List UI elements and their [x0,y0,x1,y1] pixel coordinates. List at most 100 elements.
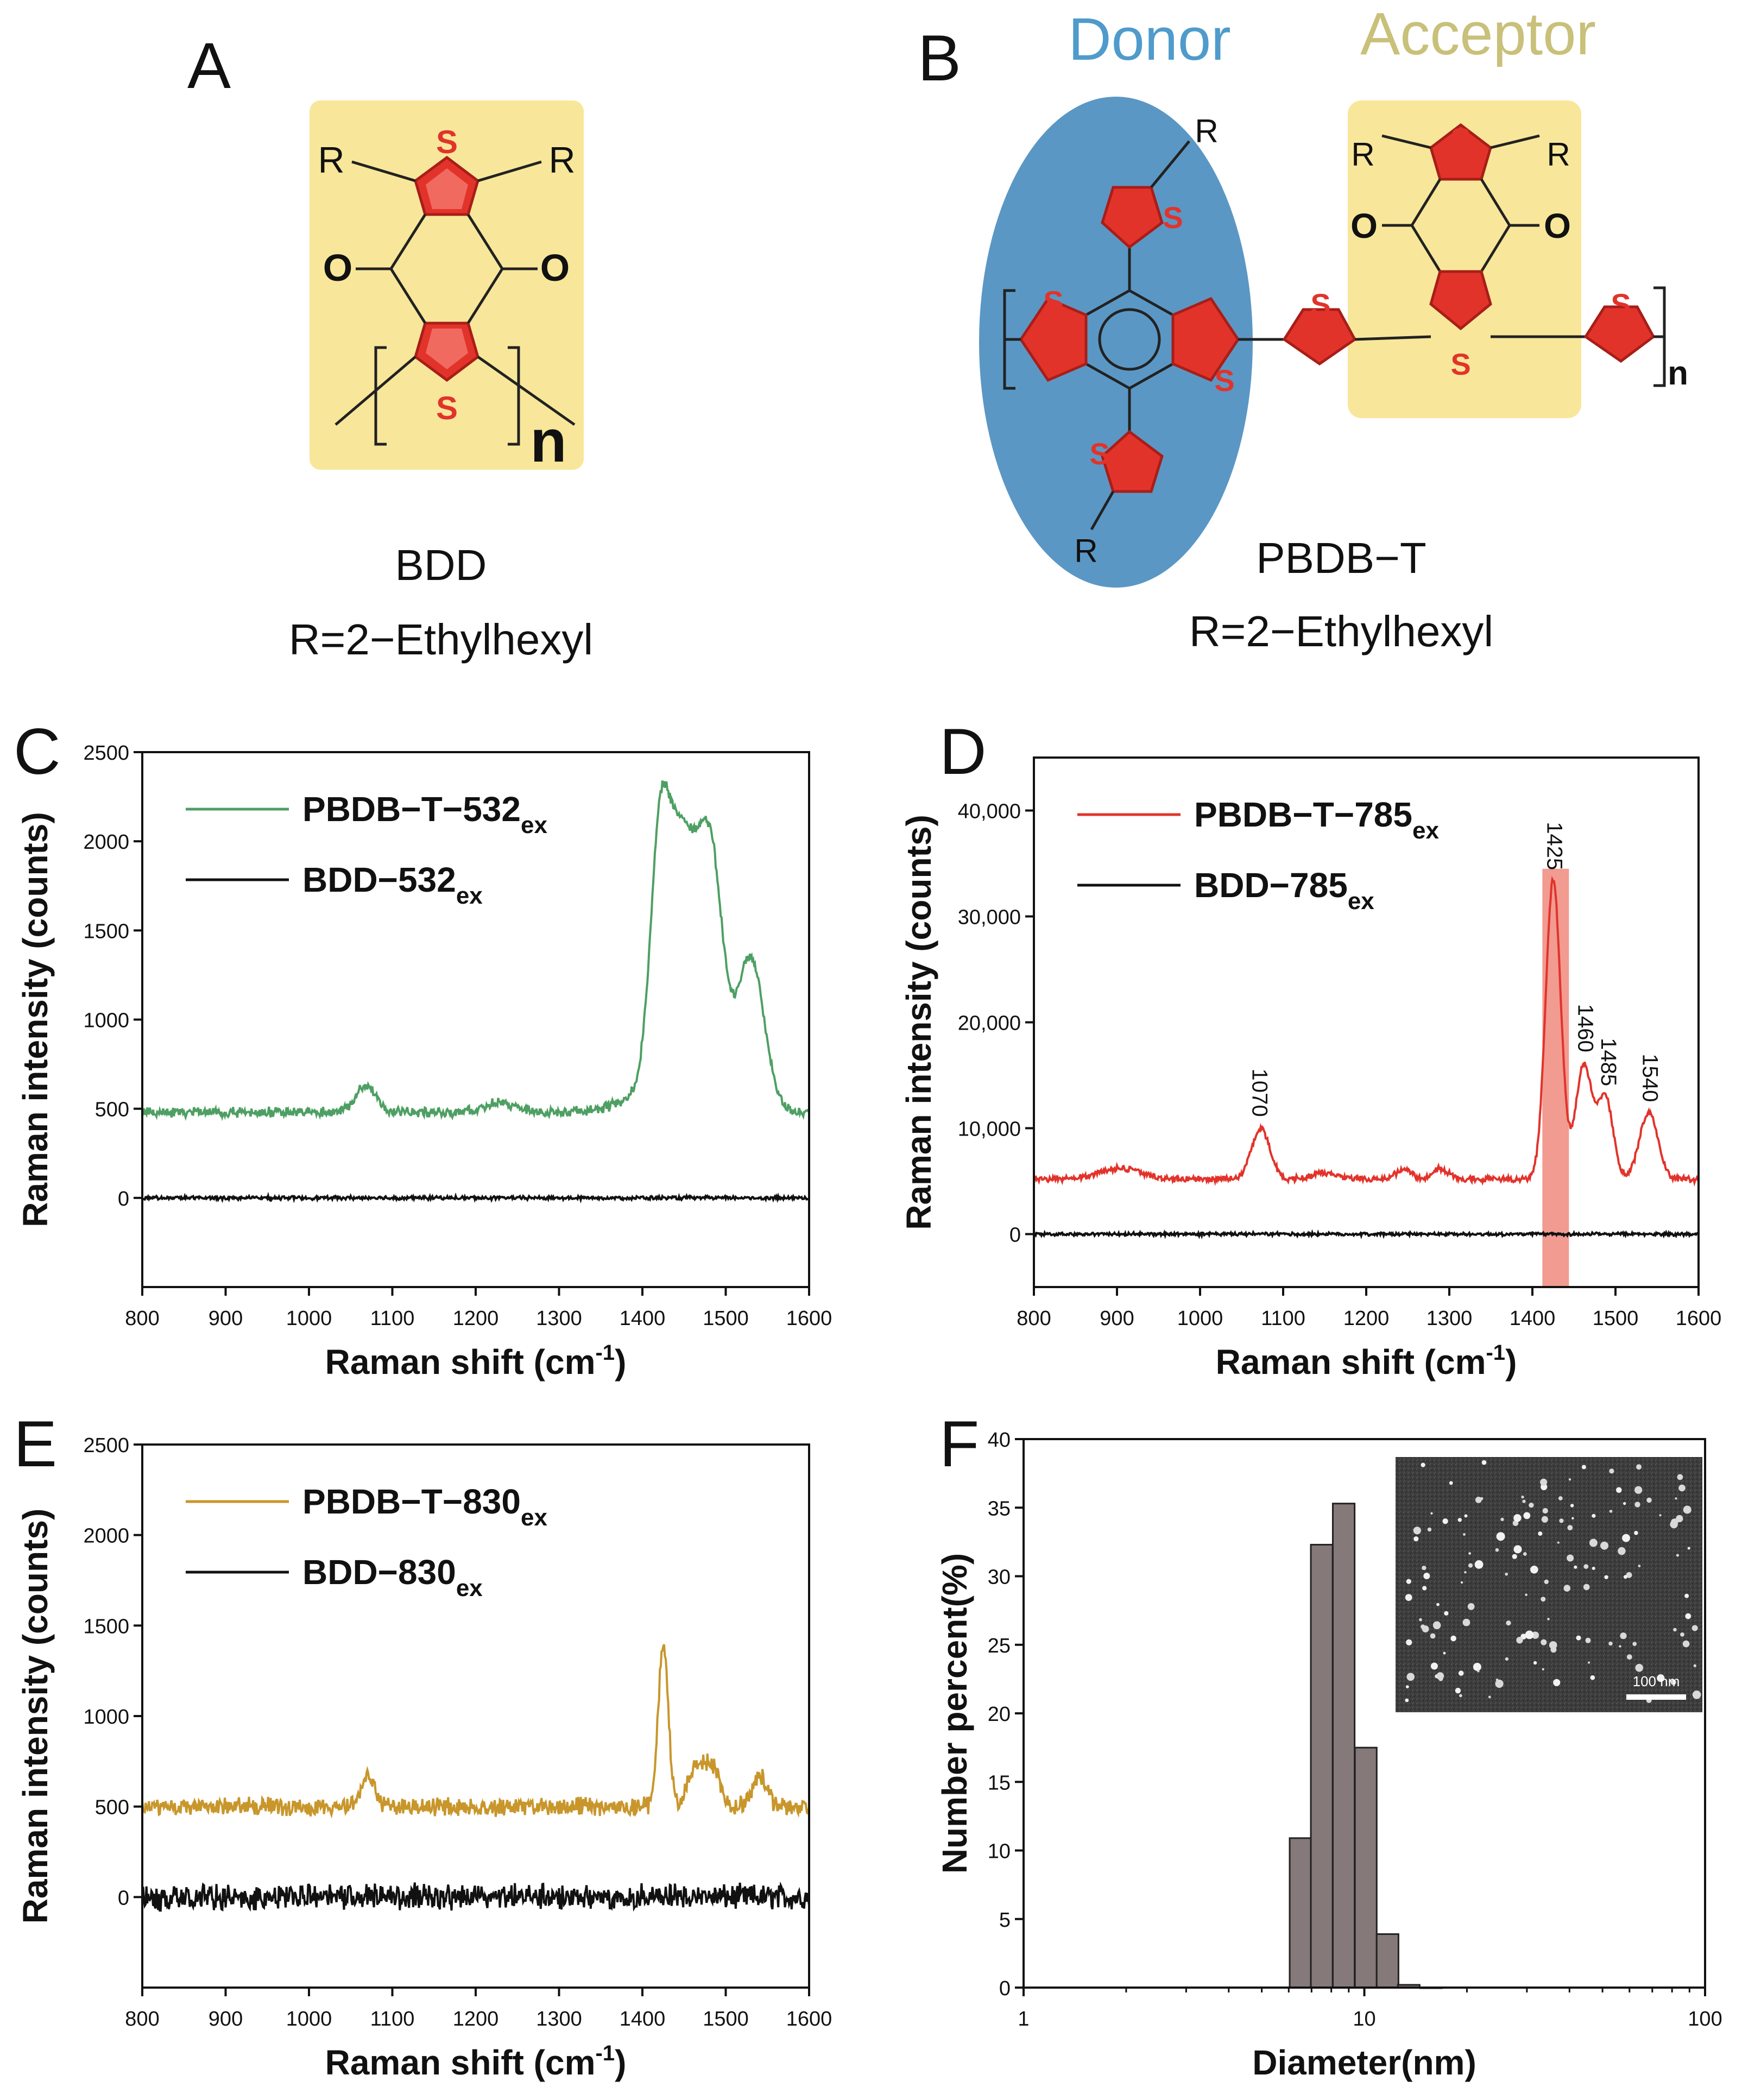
sem-particle [1450,1635,1456,1642]
x-tick-label: 1200 [453,2008,499,2030]
sem-particle [1430,1512,1433,1515]
sem-particle [1505,1657,1508,1661]
sem-particle [1568,1478,1571,1481]
scale-bar-label: 100 nm [1633,1673,1680,1689]
sem-particle [1623,1502,1626,1505]
sem-particle [1570,1504,1574,1508]
x-tick-label: 800 [125,2008,159,2030]
y-tick-label: 20,000 [958,1012,1021,1035]
sem-particle [1468,1563,1473,1568]
x-tick-label: 1 [1018,2008,1029,2030]
histogram-bar [1310,1543,1334,1989]
x-tick-label: 1000 [286,2008,332,2030]
x-tick-label: 1300 [536,2008,582,2030]
pbdbt-r-bottom: R [1074,533,1097,569]
sem-particle [1541,1516,1548,1523]
sem-particle [1682,1640,1690,1648]
bdd-r-right: R [548,140,575,181]
sem-particle [1522,1499,1526,1503]
sem-particle [1636,1464,1642,1470]
sem-particle [1542,1508,1548,1514]
sem-particle [1444,1611,1449,1616]
sem-particle [1540,1478,1548,1486]
x-tick-label: 1000 [1177,1307,1223,1330]
sem-particle [1523,1552,1527,1556]
sem-particle [1505,1572,1508,1576]
sem-particle [1443,1651,1446,1655]
sem-particle [1592,1513,1596,1518]
y-tick-label: 30 [988,1566,1011,1589]
bdd-structure [334,155,576,446]
sem-particle [1687,1547,1690,1550]
sem-particle [1436,1672,1444,1680]
panel-a-letter: A [187,29,231,102]
sem-particle [1567,1554,1574,1562]
chart-d: 800 900 1000 1100 1200 1300 1400 1500 1600 0 10,00… [899,756,1721,1382]
y-tick-label: 2000 [83,1525,129,1548]
sem-particle [1413,1527,1421,1535]
x-tick-label: 1600 [786,2008,832,2030]
sem-particle [1685,1613,1691,1619]
sem-particle [1473,1663,1481,1671]
sem-particle [1458,1670,1464,1676]
series-line-pbdb-t-532 [141,780,810,1121]
legend-label: BDD−532ex [302,860,483,909]
sem-particle [1684,1593,1689,1598]
histogram-bar [1354,1746,1378,1989]
y-tick-label: 500 [95,1796,129,1819]
x-axis-label-sup: -1 [595,1341,615,1365]
y-tick-label: 1000 [83,1706,129,1729]
x-tick-label: 1300 [536,1307,582,1330]
sem-particle [1495,1679,1504,1688]
sem-particle [1559,1518,1564,1523]
sem-particle [1583,1584,1590,1591]
peak-label: 1460 [1573,1004,1597,1052]
sem-particle [1436,1603,1440,1606]
y-tick-label: 10 [988,1840,1011,1863]
x-axis-label-close: ) [615,1342,626,1382]
x-tick-label: 800 [125,1307,159,1330]
y-tick-label: 0 [118,1188,129,1210]
sem-particle [1467,1603,1475,1610]
pbdbt-r-top: R [1195,113,1218,149]
x-tick-label: 1100 [1261,1307,1305,1330]
acceptor-label: Acceptor [1360,1,1596,67]
y-tick-label: 0 [999,1977,1011,2000]
panel-b: B Donor Acceptor [918,1,1688,655]
y-tick-label: 40,000 [958,800,1021,823]
chart-e: 800 900 1000 1100 1200 1300 1400 1500 1600 0 500 10… [16,1434,832,2082]
sem-particle [1693,1664,1696,1667]
y-tick-label: 20 [988,1703,1011,1726]
donor-ellipse [979,97,1253,588]
sem-particle [1683,1505,1691,1514]
sem-particle [1576,1635,1581,1641]
sem-particle [1405,1685,1409,1689]
sem-particle [1581,1465,1586,1470]
panel-f-letter: F [939,1408,979,1480]
bdd-o-right: O [540,247,570,289]
sem-particle [1538,1531,1543,1536]
y-axis-label: Raman intensity (counts) [899,815,938,1230]
bdd-name: BDD [395,541,487,589]
sem-particle [1588,1661,1590,1664]
x-tick-label: 1500 [703,1307,749,1330]
pbdbt-n-subscript: n [1668,355,1688,392]
sem-particle [1553,1679,1561,1686]
sem-particle [1619,1645,1621,1648]
sem-particle [1671,1518,1678,1526]
sem-particle [1421,1462,1425,1467]
y-tick-label: 1000 [83,1010,129,1032]
sem-particle [1585,1565,1588,1568]
peak-label: 1540 [1638,1054,1662,1102]
sem-particle [1405,1698,1409,1702]
x-tick-label: 100 [1688,2008,1722,2030]
series-line-bdd-830 [141,1881,810,1912]
y-tick-label: 35 [988,1497,1011,1520]
legend-label-sub: ex [456,1575,483,1601]
bdd-highlight-box [310,100,584,470]
y-axis-label: Raman intensity (counts) [16,812,55,1227]
y-tick-label: 2000 [83,831,129,854]
sem-particle [1488,1695,1491,1699]
histogram-bar [1289,1837,1312,1989]
